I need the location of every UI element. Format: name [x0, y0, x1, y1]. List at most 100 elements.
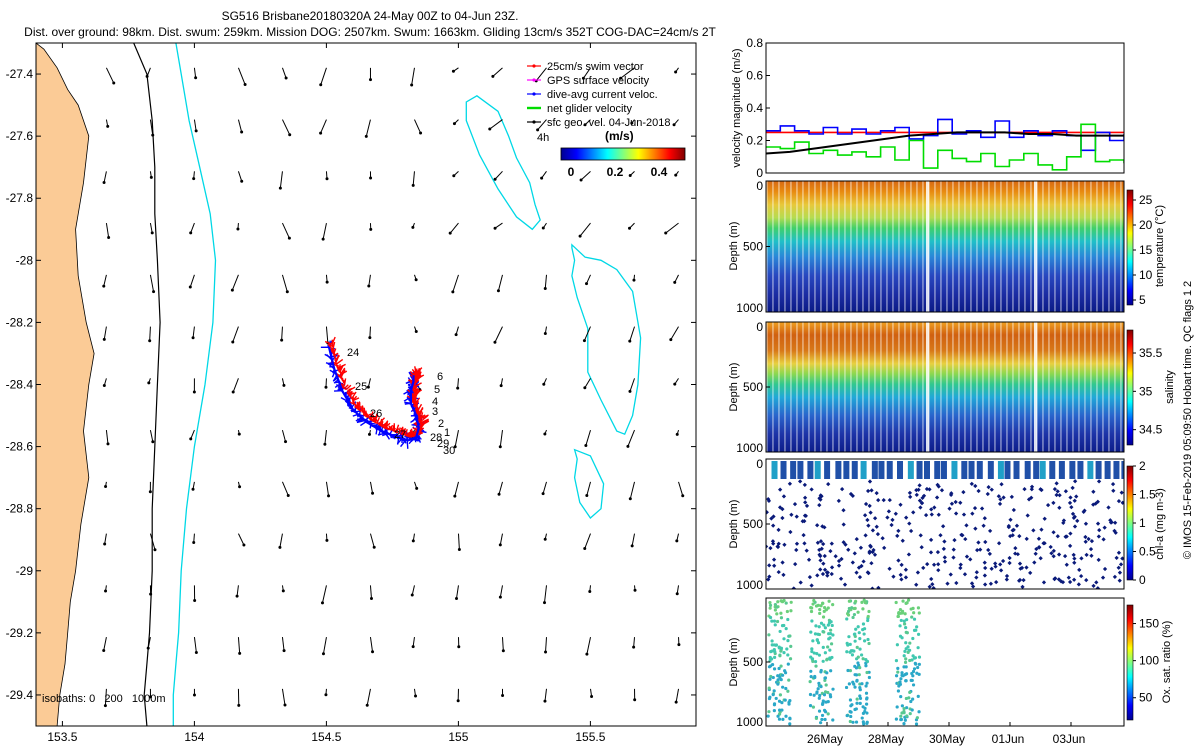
chla-point-325: [801, 533, 806, 538]
oxygen-point-3-94: [898, 682, 903, 686]
chla-point-256: [794, 541, 800, 546]
geo-arrow-152: [584, 533, 591, 549]
oxygen-point-3-98: [899, 677, 903, 681]
map-ytick-label-6: -28.6: [6, 440, 34, 454]
chla-point-316: [1014, 523, 1020, 528]
oxygen-point-2-103: [853, 606, 857, 610]
geo-arrow-54: [279, 171, 283, 189]
chla-point-108: [907, 521, 912, 526]
chla-point-231: [836, 563, 842, 568]
chla-point-152: [1100, 575, 1106, 580]
chla-point-234: [969, 581, 975, 586]
chla-point-273: [1074, 494, 1079, 499]
chla-point-166: [1075, 518, 1080, 524]
oxygen-point-1-82: [813, 632, 818, 636]
oxygen-point-1-58: [828, 648, 832, 652]
geo-arrowhead-47: [238, 485, 242, 489]
chla-point-403: [1072, 560, 1077, 565]
velocity-series-3: [766, 131, 1124, 155]
geo-arrowhead-51: [237, 703, 241, 707]
chla-point-81: [798, 580, 803, 585]
oxygen-point-3-86: [908, 658, 912, 663]
geo-arrowhead-35: [192, 540, 196, 544]
geo-arrowhead-40: [240, 130, 244, 134]
geo-arrowhead-43: [230, 288, 234, 292]
chla-point-162: [989, 566, 994, 571]
chla-point-12: [923, 513, 929, 518]
chla-point-36: [1106, 505, 1111, 510]
map-colorbar: [560, 147, 686, 161]
oxygen-point-2-38: [867, 641, 871, 646]
geo-arrowhead-139: [543, 537, 547, 541]
geo-arrow-110: [457, 378, 459, 389]
chla-point-282: [964, 523, 969, 528]
chla-point-34: [1096, 534, 1101, 539]
oxygen-panel: Depth (m) Ox. sat. ratio (%): [728, 597, 1173, 727]
chla-point-265: [771, 557, 777, 562]
chla-point-157: [807, 574, 813, 580]
chla-point-416: [976, 488, 981, 494]
chla-point-246: [839, 556, 844, 562]
oxygen-point-0-95: [777, 717, 782, 721]
chla-point-133: [1022, 486, 1027, 492]
chla-point-200: [1077, 567, 1082, 573]
chla-point-71: [951, 547, 956, 552]
legend-label-dac: dive-avg current veloc.: [547, 89, 658, 101]
geo-arrowhead-131: [536, 128, 540, 132]
chla-surface-9: [851, 461, 858, 479]
geo-arrow-55: [281, 222, 290, 239]
oxygen-point-0-36: [779, 616, 784, 620]
oxygen-point-3-67: [906, 645, 910, 649]
dac-vector-110-1: [404, 401, 411, 404]
oxygen-point-0-70: [785, 609, 789, 614]
geo-arrowhead-65: [319, 83, 323, 87]
map-ytick-label-2: -27.8: [6, 191, 34, 205]
oxygen-point-0-58: [771, 675, 775, 680]
geo-arrowhead-162: [628, 389, 632, 393]
geo-arrowhead-59: [284, 440, 288, 444]
oxygen-point-3-57: [900, 671, 904, 675]
oxygen-point-2-44: [851, 680, 855, 684]
map-ytick-label-0: -27.4: [6, 67, 34, 81]
geo-arrowhead-104: [451, 69, 455, 73]
ssh-contour-north: [465, 95, 541, 231]
geo-arrowhead-90: [365, 703, 369, 707]
oxygen-point-3-19: [899, 695, 903, 699]
oxygen-point-3-95: [904, 679, 908, 683]
chla-point-2: [818, 558, 823, 563]
chla-point-342: [887, 497, 892, 503]
chla-point-361: [1094, 580, 1099, 585]
chla-point-197: [891, 574, 896, 579]
chla-point-371: [1041, 580, 1047, 585]
oxygen-point-3-7: [911, 697, 915, 701]
geo-arrowhead-135: [543, 331, 547, 335]
geo-arrowhead-64: [283, 703, 287, 707]
chla-point-190: [934, 495, 940, 500]
chla-point-19: [1084, 552, 1089, 557]
oxygen-point-3-11: [903, 622, 907, 626]
chla-point-116: [1112, 574, 1118, 579]
chla-point-382: [1072, 556, 1077, 561]
chla-point-212: [1006, 523, 1011, 529]
geo-arrow-16: [149, 223, 153, 234]
chla-point-286: [960, 533, 965, 538]
swim-vector-7-1: [332, 351, 337, 360]
geo-arrowhead-58: [282, 383, 286, 387]
oxygen-point-2-80: [856, 610, 860, 614]
oxygen-point-1-20: [821, 615, 826, 619]
geo-arrowhead-71: [324, 385, 328, 389]
oxygen-ylabel: Depth (m): [728, 638, 740, 687]
chla-point-247: [876, 498, 881, 503]
chla-surface-20: [951, 461, 958, 479]
oxygen-point-1-45: [811, 639, 815, 643]
chla-point-43: [949, 501, 955, 506]
geo-arrow-41: [237, 171, 243, 182]
oxygen-point-0-100: [774, 643, 779, 647]
chla-point-24: [1114, 555, 1119, 560]
oxygen-point-2-90: [859, 653, 864, 657]
geo-arrowhead-129: [501, 693, 505, 697]
oxygen-point-0-67: [784, 601, 788, 605]
map-xtick-label-3: 155: [448, 730, 468, 744]
chla-point-38: [982, 573, 987, 578]
chla-point-227: [822, 567, 828, 572]
